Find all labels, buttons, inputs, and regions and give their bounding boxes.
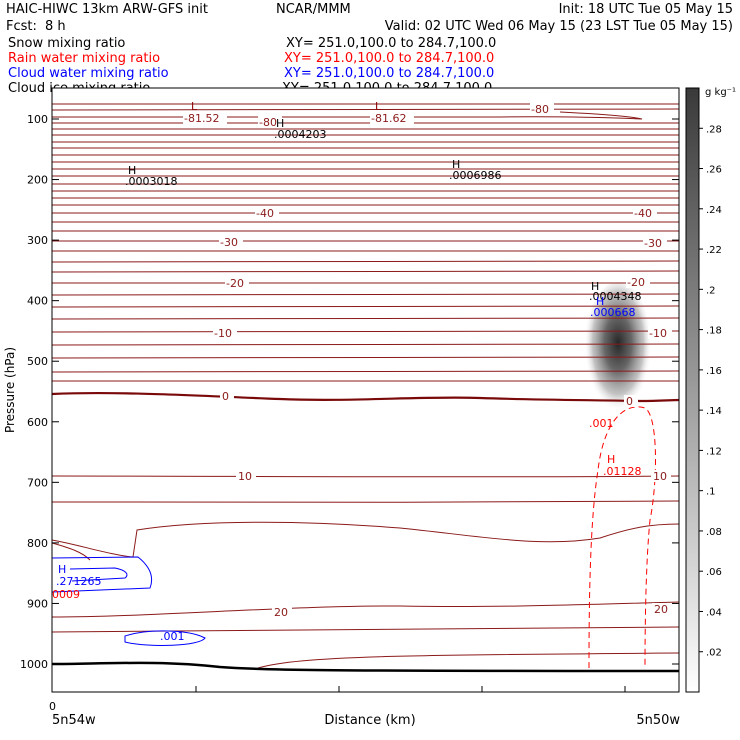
field-xy-rain: XY= 251.0,100.0 to 284.7,100.0 <box>284 51 494 66</box>
low-marker: L <box>191 100 198 113</box>
fcst-label: Fcst: <box>6 19 37 34</box>
left-location: 5n54w <box>52 713 96 728</box>
y-tick-label: 200 <box>27 174 48 187</box>
init-time: Init: 18 UTC Tue 05 May 15 <box>559 2 733 17</box>
isotherm-label: -80 <box>531 103 549 116</box>
plot-area: -81.52 -80 -81.62 -80 -40 -40 -30 -30 -2… <box>52 88 679 692</box>
isotherm-label: -30 <box>644 237 662 250</box>
high-value: .0003018 <box>125 175 178 188</box>
y-tick-label: 900 <box>27 597 48 610</box>
field-xy-snow: XY= 251.0,100.0 to 284.7,100.0 <box>286 36 496 51</box>
isotherm-label: -20 <box>226 277 244 290</box>
high-value: .0004203 <box>274 128 327 141</box>
colorbar-tick-label: .18 <box>706 326 722 337</box>
isotherm-label: 10 <box>653 470 667 483</box>
cloud-contour-label: .001 <box>160 630 185 643</box>
isotherm-label: -81.52 <box>184 112 219 125</box>
high-marker: H <box>128 164 136 177</box>
x-origin-tick: 0 <box>49 700 56 713</box>
y-tick-label: 700 <box>27 476 48 489</box>
x-axis <box>195 686 626 692</box>
terrain-surface <box>52 661 679 673</box>
valid-time: Valid: 02 UTC Wed 06 May 15 (23 LST Tue … <box>385 19 733 34</box>
high-marker: H <box>276 117 284 130</box>
zero-isotherm <box>52 391 679 403</box>
center-label: NCAR/MMM <box>276 2 351 17</box>
colorbar-tick-label: .22 <box>706 245 722 256</box>
fcst-value: 8 h <box>45 19 66 34</box>
temperature-isotherms <box>52 103 679 669</box>
high-value: .0006986 <box>449 169 502 182</box>
cloud-water-contour-large <box>52 556 153 593</box>
rain-low-label: 0009 <box>52 588 80 601</box>
field-label-cloud-water: Cloud water mixing ratio <box>8 66 169 81</box>
plot-frame <box>51 87 680 693</box>
temperature-labels: -81.52 -80 -81.62 -80 -40 -40 -30 -30 -2… <box>183 103 672 619</box>
isotherm-label: 20 <box>274 606 288 619</box>
field-label-rain: Rain water mixing ratio <box>8 51 160 66</box>
isotherm-label: 0 <box>626 395 633 408</box>
isotherm-label: -40 <box>634 207 652 220</box>
y-tick-label: 100 <box>27 113 48 126</box>
colorbar-tick-label: .06 <box>706 567 722 578</box>
low-marker: L <box>375 100 382 113</box>
high-value-cloud: .271265 <box>56 575 102 588</box>
right-location: 5n50w <box>636 713 680 728</box>
y-tick-label: 300 <box>27 234 48 247</box>
colorbar-units: g kg⁻¹ <box>705 87 736 98</box>
high-value-rain: .01128 <box>603 465 642 478</box>
colorbar-tick-label: .02 <box>706 648 722 659</box>
high-marker: H <box>452 158 460 171</box>
colorbar-tick-label: .28 <box>706 124 722 135</box>
colorbar <box>685 87 700 693</box>
colorbar-tick-label: .1 <box>706 487 716 498</box>
colorbar-tick-label: .2 <box>706 285 716 296</box>
high-marker-rain: H <box>607 453 615 466</box>
cloud-water-contour-small <box>124 630 206 646</box>
high-marker-cloud: H <box>596 295 604 308</box>
y-tick-label: 1000 <box>20 658 48 671</box>
y-tick-label: 400 <box>27 295 48 308</box>
isotherm-label: 0 <box>222 390 229 403</box>
colorbar-tick-label: .04 <box>706 607 722 618</box>
isotherm-label: 20 <box>654 603 668 616</box>
high-marker: H <box>591 280 599 293</box>
field-xy-cloud-water: XY= 251.0,100.0 to 284.7,100.0 <box>284 66 494 81</box>
colorbar-tick-label: .26 <box>706 165 722 176</box>
isotherm-label: -80 <box>259 116 277 129</box>
rain-contour-label: .001 <box>589 417 614 430</box>
y-tick-label: 500 <box>27 355 48 368</box>
extrema-markers: L L H .0004203 H .0003018 H .0006986 H .… <box>52 100 642 643</box>
cloud-water-contour-inner <box>69 567 128 582</box>
high-value: .0004348 <box>589 290 642 303</box>
y-axis-label: Pressure (hPa) <box>3 347 17 433</box>
isotherm-label: -10 <box>214 327 232 340</box>
x-axis-label: Distance (km) <box>324 713 415 728</box>
y-tick-label: 600 <box>27 416 48 429</box>
colorbar-tick-label: .14 <box>706 406 722 417</box>
colorbar-tick-label: .24 <box>706 205 722 216</box>
model-title: HAIC-HIWC 13km ARW-GFS init <box>6 2 208 17</box>
colorbar-tick-label: .12 <box>706 446 722 457</box>
colorbar-tick-label: .08 <box>706 527 722 538</box>
isotherm-label: -20 <box>627 276 645 289</box>
field-label-snow: Snow mixing ratio <box>8 36 125 51</box>
snow-mixing-shading <box>584 282 652 418</box>
field-legend: Snow mixing ratio XY= 251.0,100.0 to 284… <box>8 36 496 96</box>
colorbar-ticks: .02 .04 .06 .08 .1 .12 .14 .16 .18 .2 .22 .24 .26 .28 <box>699 124 722 659</box>
isotherm-label: -30 <box>220 236 238 249</box>
isotherm-label: 10 <box>238 470 252 483</box>
colorbar-tick-label: .16 <box>706 366 722 377</box>
isotherm-label: -10 <box>649 327 667 340</box>
high-marker-cloud: H <box>58 563 66 576</box>
isotherm-label: -81.62 <box>371 112 406 125</box>
high-value-cloud: .000668 <box>590 306 636 319</box>
isotherm-label: -40 <box>256 207 274 220</box>
y-tick-label: 800 <box>27 537 48 550</box>
